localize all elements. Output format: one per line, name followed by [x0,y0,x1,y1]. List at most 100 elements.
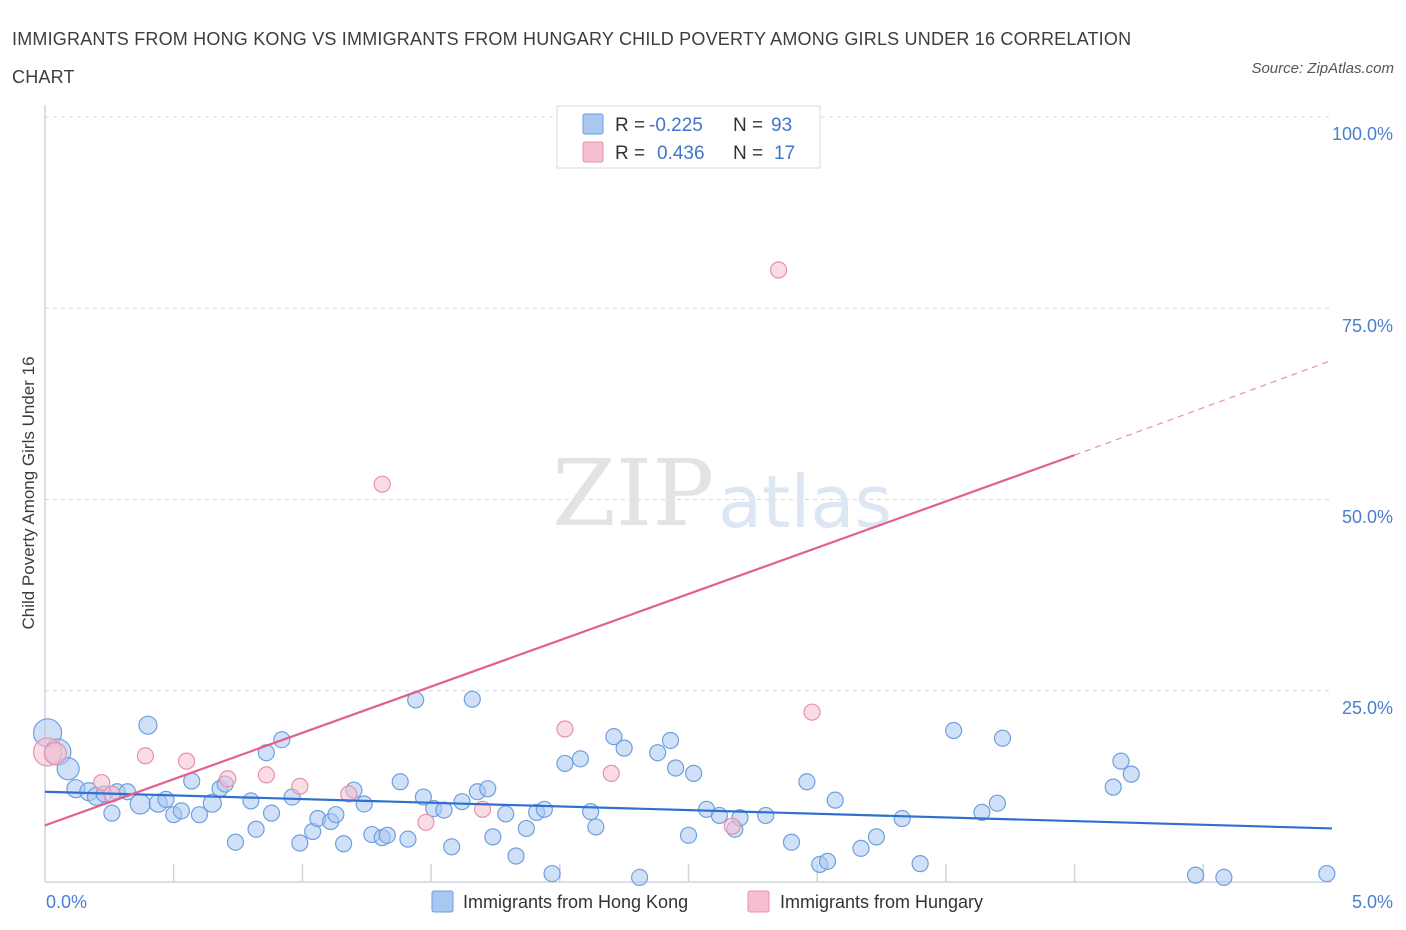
hungary-point [43,741,67,766]
watermark: ZIP atlas [552,440,892,547]
hungary-trend-line [44,454,1075,827]
hungary-r-value: 0.436 [657,143,705,164]
hong-kong-point [1318,864,1336,883]
trend-lines [44,359,1333,830]
hong-kong-point [649,744,667,762]
hong-kong-point [582,803,600,821]
hong-kong-point [157,790,175,808]
series-legend: Immigrants from Hong Kong Immigrants fro… [431,890,983,913]
hong-kong-r-label: R = [615,115,645,136]
hong-kong-trend-line [44,790,1333,830]
hong-kong-r-value: -0.225 [649,115,703,136]
hong-kong-point [757,806,775,825]
hungary-point [93,773,111,792]
hong-kong-point [1104,778,1122,796]
hungary-point [340,785,358,803]
chart-title: IMMIGRANTS FROM HONG KONG VS IMMIGRANTS … [12,29,1132,87]
y-tick-label-100: 100.0% [1332,124,1393,144]
hong-kong-point [679,826,698,844]
hungary-point [257,766,275,784]
hong-kong-n-label: N = [733,115,763,136]
hong-kong-point [399,830,417,848]
hong-kong-point [507,847,525,865]
hong-kong-points [32,690,1336,887]
hong-kong-point [893,809,911,828]
y-tick-label-50: 50.0% [1342,507,1393,527]
stats-legend: R = -0.225 N = 93 R = 0.436 N = 17 [556,105,821,169]
hong-kong-point [571,750,589,768]
hong-kong-point [852,839,870,857]
hungary-n-value: 17 [774,143,795,164]
hong-kong-point [556,754,574,773]
x-tick-label-min: 0.0% [46,892,87,912]
hong-kong-point [172,802,191,820]
hong-kong-point [818,852,837,870]
hong-kong-point [443,838,461,856]
hong-kong-point [262,804,281,822]
hong-kong-point [661,731,680,750]
hungary-point [723,817,741,835]
hong-kong-point [615,739,633,757]
hong-kong-point [247,820,265,838]
hong-kong-point [138,715,158,735]
hong-kong-point [497,805,515,823]
hong-kong-point [242,792,260,810]
hong-kong-point [782,833,801,851]
hungary-point [556,720,574,738]
hong-kong-point [945,721,963,740]
hungary-points [32,108,821,835]
hong-kong-point [226,833,245,851]
hungary-point [177,752,196,770]
legend-hong-kong-label: Immigrants from Hong Kong [463,892,688,912]
hong-kong-point [391,773,409,791]
x-tick-label-max: 5.0% [1352,892,1393,912]
hungary-point [417,813,435,831]
hong-kong-point [667,759,685,777]
hong-kong-point [291,834,309,852]
x-axis-ticks [172,864,1205,882]
watermark-atlas: atlas [718,460,892,544]
hong-kong-point [630,868,649,887]
hong-kong-point [463,690,481,708]
hong-kong-point [378,826,396,844]
hong-kong-point [334,835,353,853]
hungary-point [373,475,391,493]
y-tick-label-25: 25.0% [1342,698,1393,718]
hong-kong-point [479,780,497,798]
hong-kong-swatch [582,113,604,135]
hong-kong-point [993,729,1012,747]
hong-kong-point [103,804,121,822]
source-label: Source: ZipAtlas.com [1251,60,1394,77]
hong-kong-point [1186,866,1205,884]
hong-kong-point [484,828,502,846]
hong-kong-point [435,801,453,819]
y-axis-label: Child Poverty Among Girls Under 16 [19,356,38,629]
hong-kong-point [355,795,373,813]
hungary-point [291,777,309,795]
hong-kong-point [202,793,222,813]
hong-kong-point [867,828,886,846]
hong-kong-point [535,800,553,818]
hungary-point [803,703,821,721]
hong-kong-point [414,788,432,806]
hungary-point [602,764,620,782]
hungary-point [769,261,788,279]
hong-kong-point [1215,868,1233,887]
hong-kong-point [1112,752,1130,770]
hong-kong-point [911,855,929,873]
grid-lines [45,116,1332,692]
hong-kong-point [973,803,991,821]
hungary-point [219,770,237,788]
hong-kong-point [685,764,703,782]
legend-hong-kong-swatch [431,890,454,913]
hong-kong-point [129,793,151,815]
hungary-n-label: N = [733,143,763,164]
hong-kong-point [1122,765,1140,783]
hong-kong-point [587,818,605,836]
hong-kong-point [327,806,345,824]
watermark-zip: ZIP [552,440,714,547]
hungary-point [136,747,154,765]
hong-kong-point [798,773,816,791]
y-tick-label-75: 75.0% [1342,316,1393,336]
